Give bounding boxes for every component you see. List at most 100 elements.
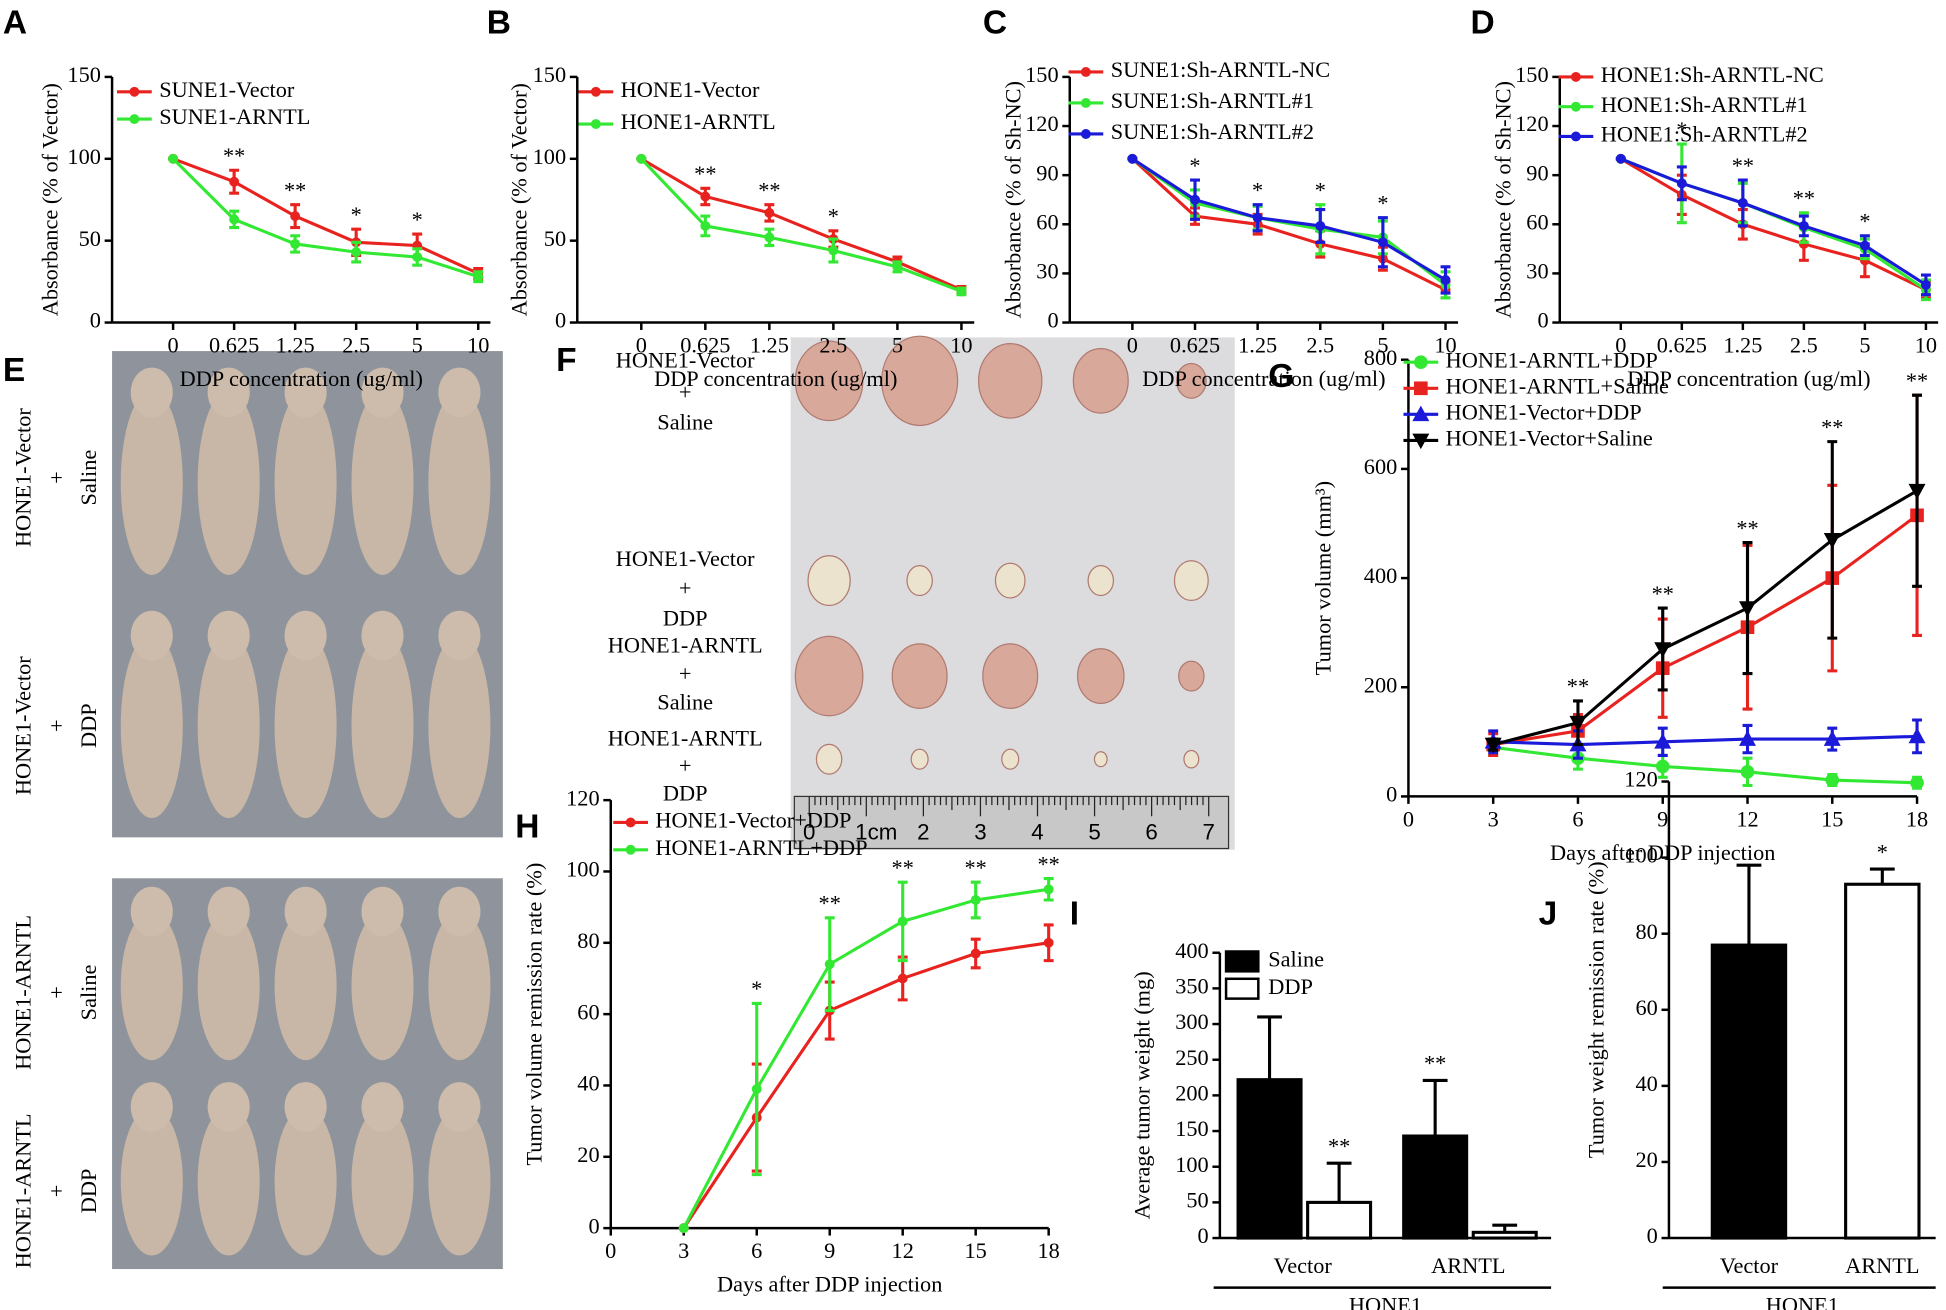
x-tick-label: 0.625 bbox=[1170, 332, 1220, 357]
marker bbox=[1252, 212, 1263, 223]
marker bbox=[956, 286, 967, 297]
y-tick-label: 40 bbox=[577, 1071, 599, 1096]
marker bbox=[1825, 773, 1840, 787]
marker bbox=[1414, 381, 1428, 396]
y-tick-label: 50 bbox=[544, 226, 566, 251]
mouse-body bbox=[197, 911, 260, 1061]
x-tick-label: 1.25 bbox=[1238, 332, 1277, 357]
marker bbox=[1737, 198, 1748, 208]
x-tick-label: 5 bbox=[892, 332, 903, 357]
marker bbox=[1823, 533, 1841, 549]
tumor bbox=[794, 340, 864, 422]
y-tick-label: 0 bbox=[1047, 308, 1058, 333]
legend-label: HONE1:Sh-ARNTL#1 bbox=[1601, 92, 1808, 117]
y-tick-label: 300 bbox=[1175, 1009, 1208, 1034]
legend-label: HONE1-Vector+Saline bbox=[1446, 426, 1653, 451]
marker bbox=[129, 114, 140, 125]
x-tick-label: 9 bbox=[824, 1238, 835, 1263]
significance-label: ** bbox=[1424, 1051, 1446, 1076]
marker bbox=[129, 86, 140, 97]
panel-letter: C bbox=[983, 5, 1007, 42]
tumor bbox=[1175, 362, 1207, 399]
group-label: + bbox=[679, 661, 692, 686]
significance-label: ** bbox=[1328, 1133, 1350, 1158]
marker bbox=[1484, 737, 1502, 754]
group-label: DDP bbox=[663, 605, 708, 630]
mouse-body bbox=[351, 633, 414, 819]
y-tick-label: 100 bbox=[1175, 1152, 1208, 1177]
series-line bbox=[1492, 489, 1918, 747]
x-axis-label: Days after DDP injection bbox=[717, 1272, 942, 1297]
y-tick-label: 150 bbox=[1025, 62, 1058, 87]
group-label: HONE1-Vector bbox=[616, 347, 755, 372]
x-axis-label: DDP concentration (ug/ml) bbox=[180, 366, 423, 391]
marker bbox=[678, 1223, 689, 1234]
x-tick-label: 1.25 bbox=[1723, 332, 1762, 357]
panel-letter: B bbox=[487, 5, 511, 42]
mouse-body bbox=[274, 390, 337, 575]
mouse-body bbox=[120, 1107, 183, 1256]
y-tick-label: 400 bbox=[1175, 938, 1208, 963]
marker bbox=[1043, 937, 1054, 948]
mouse-body bbox=[197, 633, 260, 819]
significance-label: ** bbox=[284, 177, 306, 202]
tumor bbox=[1183, 749, 1200, 769]
x-tick-label: 0 bbox=[1127, 332, 1138, 357]
x-tick-label: 6 bbox=[1572, 806, 1583, 831]
marker bbox=[1414, 355, 1428, 370]
marker bbox=[970, 895, 981, 905]
y-tick-label: 0 bbox=[90, 308, 101, 333]
group-label: HONE1 bbox=[1766, 1293, 1839, 1310]
group-label: Saline bbox=[76, 964, 101, 1020]
marker bbox=[764, 207, 775, 218]
series-line bbox=[172, 157, 479, 279]
significance-label: ** bbox=[892, 855, 914, 880]
x-tick-label: 15 bbox=[1821, 806, 1843, 831]
mouse-head bbox=[207, 886, 250, 937]
y-axis-label: Absorbance (% of Vector) bbox=[507, 83, 532, 316]
legend-label: SUNE1-Vector bbox=[159, 77, 295, 102]
x-tick-label: 5 bbox=[1859, 332, 1870, 357]
legend-label: Saline bbox=[1268, 947, 1324, 972]
y-tick-label: 350 bbox=[1175, 974, 1208, 999]
significance-label: * bbox=[1189, 153, 1200, 178]
marker bbox=[700, 220, 711, 231]
y-tick-label: 120 bbox=[566, 785, 599, 810]
error-bar bbox=[1326, 1161, 1352, 1203]
series-line bbox=[640, 157, 963, 292]
tumor bbox=[1076, 648, 1125, 705]
significance-label: * bbox=[751, 976, 762, 1001]
legend-label: SUNE1:Sh-ARNTL-NC bbox=[1111, 57, 1330, 82]
y-tick-label: 0 bbox=[1537, 308, 1548, 333]
tumor bbox=[906, 565, 933, 597]
series-line bbox=[1492, 514, 1918, 747]
series-line bbox=[682, 941, 1049, 1229]
x-tick-label: 0 bbox=[1615, 332, 1626, 357]
x-tick-label: Vector bbox=[1720, 1253, 1779, 1278]
ruler-label: 5 bbox=[1088, 820, 1100, 845]
y-axis-label: Tumor weight remission rate (%) bbox=[1583, 861, 1608, 1158]
mouse-head bbox=[130, 367, 173, 418]
mouse-head bbox=[284, 367, 327, 418]
mouse-head bbox=[207, 367, 250, 418]
panel-letter: A bbox=[3, 5, 27, 42]
tumor bbox=[994, 562, 1026, 599]
legend-label: HONE1-ARNTL+DDP bbox=[655, 835, 867, 860]
group-label: + bbox=[44, 986, 69, 999]
x-axis-label: Days after DDP injection bbox=[1550, 840, 1775, 865]
y-tick-label: 60 bbox=[1526, 209, 1548, 234]
mouse-body bbox=[351, 390, 414, 575]
y-tick-label: 90 bbox=[1526, 160, 1548, 185]
ruler-label: 6 bbox=[1145, 820, 1157, 845]
y-tick-label: 50 bbox=[1186, 1188, 1208, 1213]
group-label: HONE1-Vector bbox=[616, 546, 755, 571]
x-tick-label: 10 bbox=[950, 332, 972, 357]
panel-letter: E bbox=[3, 352, 25, 389]
y-tick-label: 50 bbox=[79, 226, 101, 251]
marker bbox=[229, 176, 240, 187]
marker bbox=[1739, 730, 1756, 746]
series-line bbox=[1620, 157, 1927, 292]
y-tick-label: 800 bbox=[1364, 345, 1397, 370]
significance-label: ** bbox=[1038, 851, 1060, 876]
tumor bbox=[881, 335, 959, 427]
